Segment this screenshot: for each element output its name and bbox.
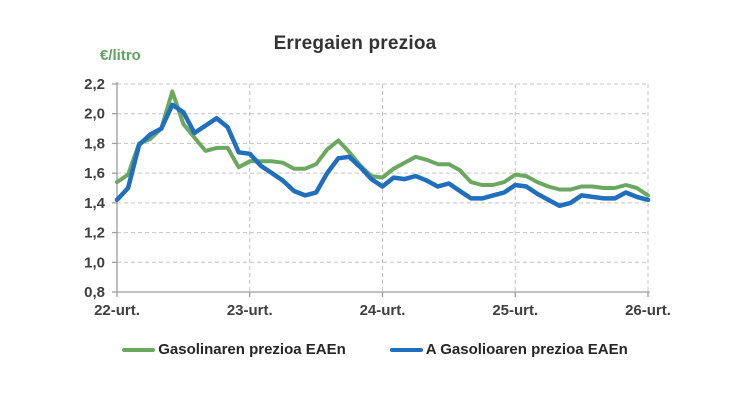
y-tick-label: 1,8 bbox=[84, 135, 105, 152]
legend-label-gasoline: Gasolinaren prezioa EAEn bbox=[158, 341, 346, 358]
diesel-line-swatch-icon bbox=[389, 347, 423, 352]
y-axis-unit-label: €/litro bbox=[100, 47, 141, 64]
y-tick-label: 2,2 bbox=[84, 76, 105, 93]
y-tick-label: 1,4 bbox=[84, 195, 106, 212]
chart-legend: Gasolinaren prezioa EAEn A Gasolioaren p… bbox=[0, 341, 750, 358]
y-tick-label: 0,8 bbox=[84, 284, 105, 301]
gasoline-line-swatch-icon bbox=[122, 347, 156, 352]
y-tick-label: 1,0 bbox=[84, 254, 105, 271]
legend-item-diesel: A Gasolioaren prezioa EAEn bbox=[389, 341, 628, 358]
x-tick-label: 23-urt. bbox=[227, 302, 273, 319]
chart-title: Erregaien prezioa bbox=[273, 33, 437, 54]
fuel-price-line-chart: 2,2 2,0 1,8 1,6 1,4 1,2 1,0 0,822-urt. 23-urt. 24… bbox=[84, 76, 671, 319]
y-tick-label: 1,2 bbox=[84, 225, 105, 242]
legend-item-gasoline: Gasolinaren prezioa EAEn bbox=[122, 341, 346, 358]
y-tick-label: 2,0 bbox=[84, 106, 105, 123]
x-tick-label: 22-urt. bbox=[94, 302, 140, 319]
x-tick-label: 24-urt. bbox=[360, 302, 406, 319]
diesel-price-line bbox=[114, 102, 651, 209]
gasoline-price-line bbox=[115, 89, 650, 198]
x-tick-label: 26-urt. bbox=[625, 302, 671, 319]
legend-label-diesel: A Gasolioaren prezioa EAEn bbox=[425, 341, 628, 358]
x-tick-label: 25-urt. bbox=[492, 302, 538, 319]
y-tick-label: 1,6 bbox=[84, 165, 105, 182]
